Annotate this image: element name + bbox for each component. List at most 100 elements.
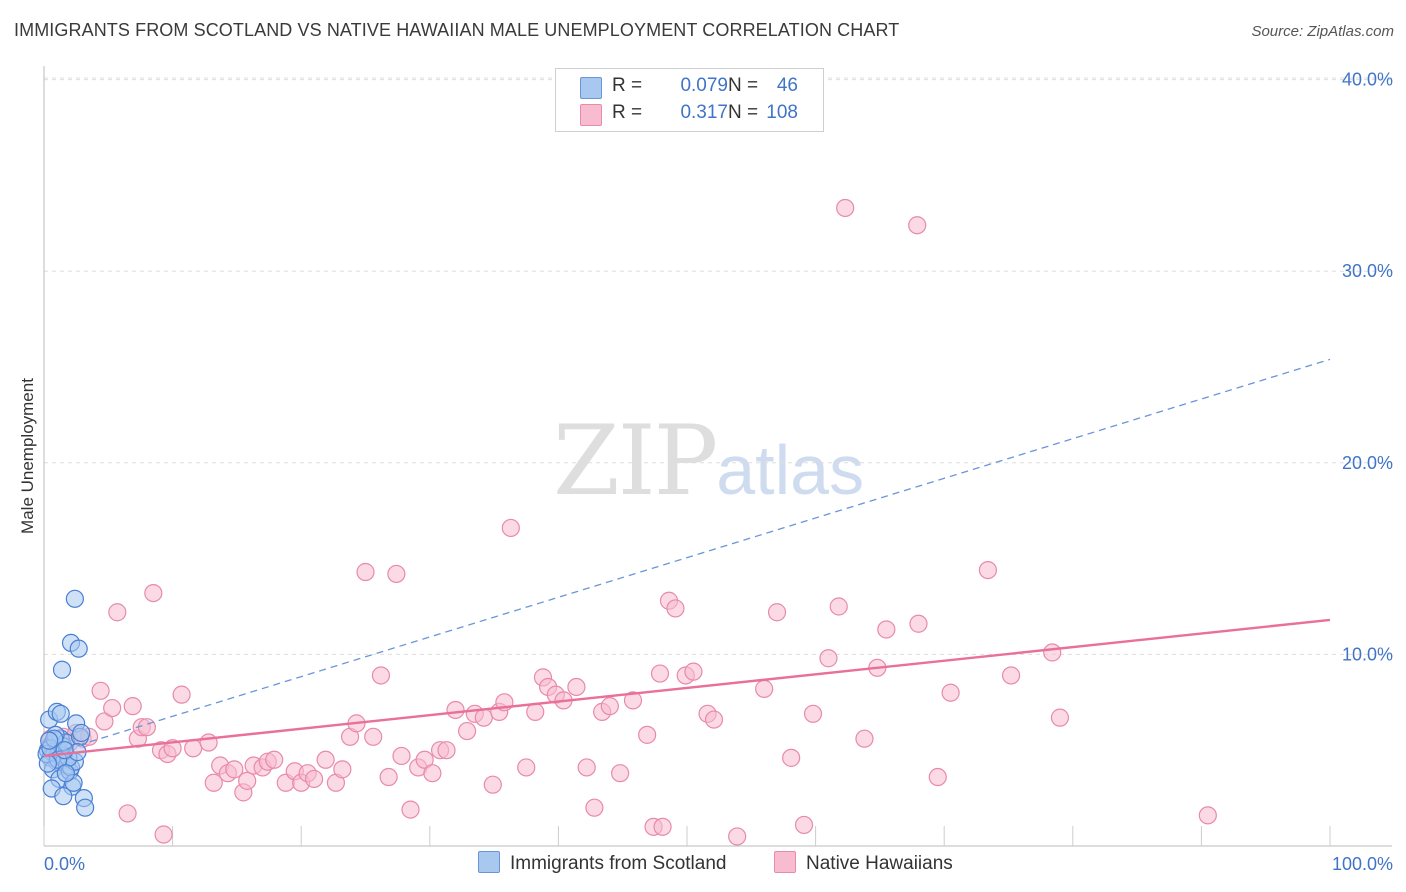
source-label: Source: ZipAtlas.com [1251,23,1394,40]
hawaiian-point [401,800,420,819]
y-tick-label: 20.0% [1342,453,1393,473]
hawaiian-point [611,764,630,783]
scotland-point [51,704,70,723]
watermark-zip: ZIP [553,405,718,517]
hawaiian-point [767,603,787,622]
hawaiian-point [356,562,375,582]
hawaiian-point [316,750,335,769]
hawaiian-point [137,718,156,737]
watermark: ZIPatlas [553,405,864,517]
hawaiian-point [638,725,657,744]
hawaiian-point [684,662,703,681]
hawaiian-point [371,666,391,685]
hawaiian-point [803,704,823,723]
hawaiian-point [908,216,927,235]
hawaiian-point [95,712,114,731]
scotland-point [56,764,75,783]
hawaiian-point [91,681,110,700]
hawaiian-point [794,815,814,835]
hawaiian-point [782,748,801,767]
series-label-scotland: Immigrants from Scotland [510,853,727,874]
hawaiian-point [423,764,442,783]
hawaiian-point [457,721,477,741]
scotland-point [76,798,95,817]
legend-n-value: 46 [776,75,798,96]
hawaiian-point [517,758,536,777]
hawaiian-point [392,746,411,766]
hawaiian-point [909,614,928,633]
hawaiian-point [577,758,596,777]
hawaiian-point [666,599,685,618]
chart-title: IMMIGRANTS FROM SCOTLAND VS NATIVE HAWAI… [14,20,900,40]
y-tick-label: 30.0% [1342,261,1393,281]
hawaiian-point [204,773,223,792]
hawaiian-point [653,817,672,836]
scotland-trend-line [43,358,1331,757]
hawaiian-point [379,767,398,787]
hawaiian-point [118,804,137,823]
scotland-point [55,741,74,760]
hawaiian-point [184,739,203,758]
legend-swatch-scotland [580,77,602,99]
hawaiian-point [446,700,465,720]
x-tick-label: 0.0% [44,854,85,874]
stats-legend: R = 0.079 N = 46 R = 0.317 N = 108 [555,68,824,132]
hawaiian-point [650,664,670,683]
legend-n-label: N = [728,75,759,96]
legend-n-value: 108 [766,102,798,123]
series-legend-scotland[interactable]: Immigrants from Scotland [478,851,726,875]
y-tick-label: 10.0% [1342,644,1393,664]
hawaiian-point [1001,666,1021,685]
scotland-point [65,589,84,608]
hawaiian-point [877,620,896,639]
hawaiian-point [333,760,352,779]
scotland-point [38,754,57,773]
hawaiian-point [238,771,257,790]
hawaiian-point [819,649,838,668]
hawaiian-point [304,769,324,789]
scotland-point [40,731,59,750]
hawaiian-point [364,727,383,746]
hawaiian-point [623,691,643,710]
series-label-hawaiians: Native Hawaiians [806,853,953,874]
watermark-atlas: atlas [716,431,865,509]
hawaiian-point [144,583,163,603]
hawaiian-point [855,729,874,748]
hawaiian-point [836,198,855,218]
legend-r-label: R = [612,75,643,96]
hawaiian-point [387,564,406,584]
y-tick-label: 40.0% [1342,70,1393,90]
hawaiian-point [928,767,947,787]
hawaiian-point [585,798,604,817]
hawaiian-point [1198,806,1217,825]
hawaiian-point [704,710,724,729]
hawaiian-point [755,679,774,698]
series-swatch-scotland [478,851,500,873]
legend-r-value: 0.317 [680,102,728,123]
hawaiian-point [415,750,434,769]
hawaiian-point [154,825,173,844]
scotland-point [69,639,88,658]
hawaiian-point [123,697,142,716]
hawaiian-point [265,750,284,769]
scotland-point [72,723,91,743]
hawaiian-point [437,741,456,760]
legend-r-value: 0.079 [680,75,728,96]
hawaiian-point [1050,708,1070,727]
hawaiian-point [483,775,502,794]
hawaiian-point [728,827,747,846]
hawaiian-point [172,685,191,704]
hawaiian-trend-line [43,618,1331,758]
hawaiian-point [600,697,619,716]
legend-n-label: N = [728,102,759,123]
hawaiian-point [163,739,182,758]
hawaiian-point [108,603,127,622]
scotland-point [54,787,73,806]
series-legend-hawaiians[interactable]: Native Hawaiians [774,851,953,875]
hawaiian-point [501,518,520,538]
hawaiian-point [199,733,218,752]
hawaiian-point [978,560,998,580]
legend-r-label: R = [612,102,643,123]
hawaiian-point [567,677,586,697]
